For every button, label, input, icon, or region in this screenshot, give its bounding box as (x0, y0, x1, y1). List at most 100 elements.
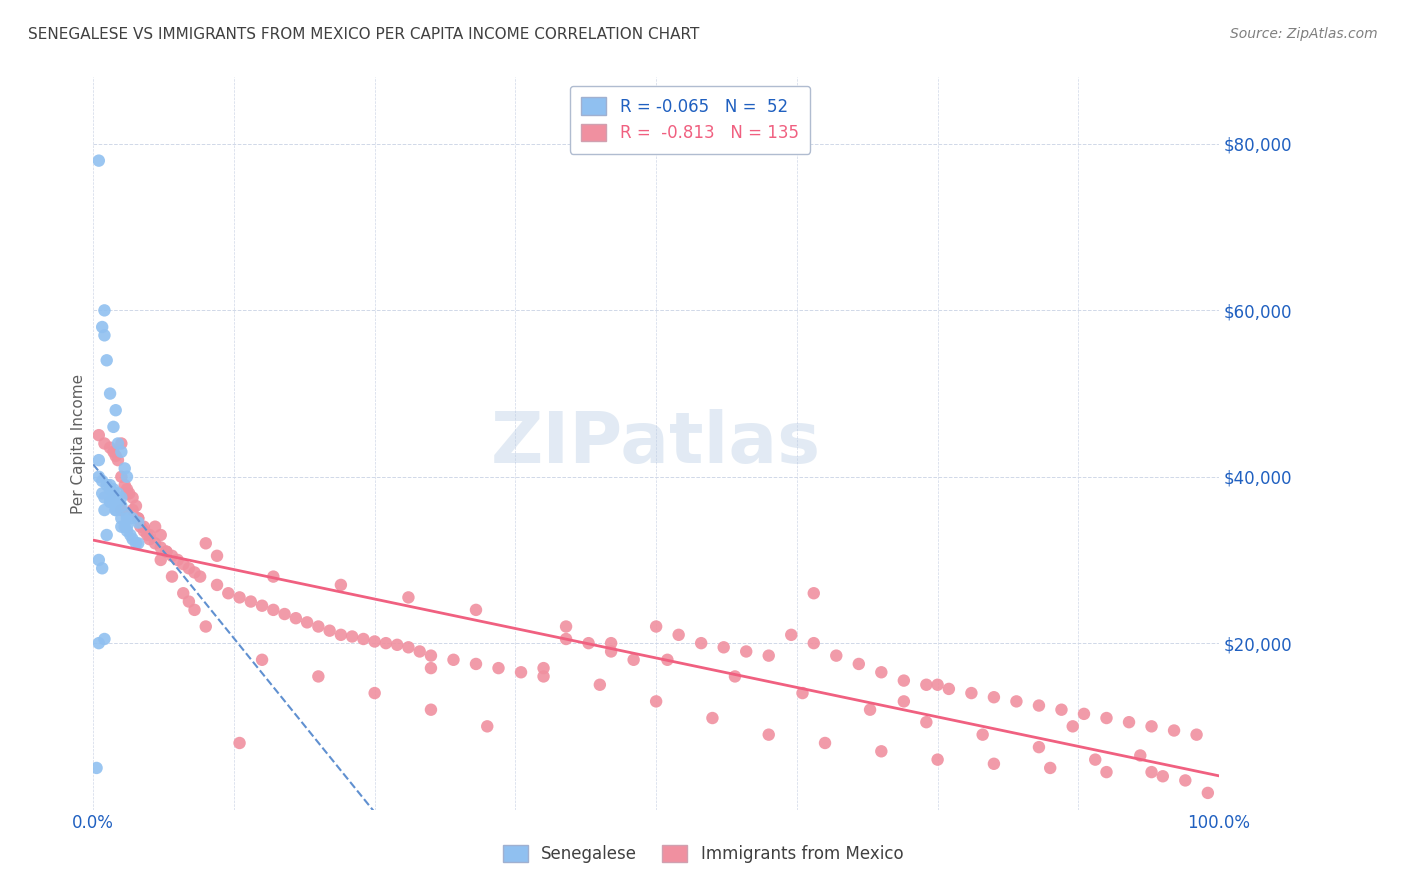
Point (228, 591, 250, 605)
Point (960, 686, 983, 700)
Point (149, 528, 172, 542)
Point (110, 519, 132, 533)
Point (115, 519, 138, 533)
Point (98, 494, 121, 508)
Point (443, 653, 465, 667)
Point (724, 669, 747, 683)
Point (600, 644, 623, 658)
Point (155, 544, 177, 558)
Point (121, 491, 143, 505)
Point (127, 516, 149, 530)
Point (1129, 748, 1152, 763)
Point (91, 486, 114, 500)
Point (183, 566, 205, 580)
Point (870, 744, 893, 758)
Point (107, 436, 129, 450)
Point (420, 648, 443, 663)
Point (104, 403, 127, 417)
Point (93, 303, 115, 318)
Point (93, 491, 115, 505)
Point (870, 665, 893, 680)
Point (91, 474, 114, 488)
Point (262, 603, 284, 617)
Point (183, 603, 205, 617)
Point (1095, 765, 1118, 780)
Point (115, 511, 138, 525)
Point (972, 728, 994, 742)
Point (104, 491, 127, 505)
Point (396, 591, 419, 605)
Point (205, 578, 228, 592)
Point (1118, 715, 1140, 730)
Legend: R = -0.065   N =  52, R =  -0.813   N = 135: R = -0.065 N = 52, R = -0.813 N = 135 (569, 86, 810, 153)
Point (645, 619, 668, 633)
Point (465, 603, 488, 617)
Point (318, 624, 340, 638)
Point (110, 445, 132, 459)
Point (104, 503, 127, 517)
Point (110, 503, 132, 517)
Point (915, 678, 938, 692)
Point (329, 578, 352, 592)
Point (121, 532, 143, 546)
Point (1185, 728, 1208, 742)
Point (803, 586, 825, 600)
Point (396, 640, 419, 655)
Point (893, 673, 915, 688)
Point (385, 638, 408, 652)
Point (690, 636, 713, 650)
Point (1062, 719, 1084, 733)
Point (1140, 765, 1163, 780)
Point (160, 569, 183, 583)
Point (107, 494, 129, 508)
Point (307, 619, 329, 633)
Y-axis label: Per Capita Income: Per Capita Income (72, 374, 86, 514)
Point (927, 753, 949, 767)
Point (1152, 769, 1174, 783)
Point (138, 532, 160, 546)
Point (138, 528, 160, 542)
Point (555, 619, 578, 633)
Text: SENEGALESE VS IMMIGRANTS FROM MEXICO PER CAPITA INCOME CORRELATION CHART: SENEGALESE VS IMMIGRANTS FROM MEXICO PER… (28, 27, 700, 42)
Point (98, 386, 121, 401)
Point (848, 657, 870, 671)
Point (340, 630, 363, 644)
Point (758, 648, 780, 663)
Point (121, 503, 143, 517)
Point (1140, 719, 1163, 733)
Point (1050, 703, 1073, 717)
Point (120, 528, 142, 542)
Point (115, 469, 138, 483)
Point (115, 507, 138, 521)
Point (103, 420, 125, 434)
Point (533, 669, 555, 683)
Point (273, 607, 295, 621)
Text: ZIPatlas: ZIPatlas (491, 409, 821, 478)
Point (93, 632, 115, 646)
Point (803, 636, 825, 650)
Point (96, 528, 118, 542)
Point (149, 553, 172, 567)
Point (983, 756, 1005, 771)
Point (859, 703, 882, 717)
Point (136, 528, 159, 542)
Point (172, 557, 194, 571)
Point (177, 594, 200, 608)
Point (107, 453, 129, 467)
Point (329, 628, 352, 642)
Point (93, 436, 115, 450)
Point (87, 469, 110, 483)
Point (110, 499, 132, 513)
Point (87, 428, 110, 442)
Point (825, 648, 848, 663)
Point (927, 678, 949, 692)
Point (735, 644, 758, 658)
Point (295, 615, 318, 630)
Point (262, 569, 284, 583)
Point (103, 445, 125, 459)
Point (250, 599, 273, 613)
Point (645, 694, 668, 708)
Point (127, 511, 149, 525)
Legend: Senegalese, Immigrants from Mexico: Senegalese, Immigrants from Mexico (491, 833, 915, 875)
Point (983, 690, 1005, 705)
